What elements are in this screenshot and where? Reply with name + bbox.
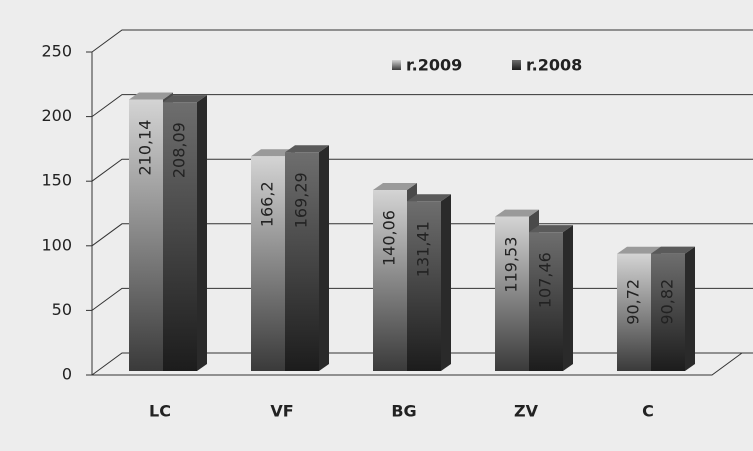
value-label: 131,41 <box>414 221 433 277</box>
bar-top <box>529 225 573 233</box>
x-tick-label: ZV <box>514 402 539 421</box>
bar <box>617 253 651 371</box>
bar-top <box>651 246 695 254</box>
bar <box>285 152 319 371</box>
bar-side <box>441 194 451 371</box>
x-tick-label: C <box>642 402 654 421</box>
bar-top <box>129 92 173 100</box>
grid-line <box>91 29 753 53</box>
value-label: 90,72 <box>624 279 643 325</box>
bar <box>251 156 285 371</box>
bar <box>529 232 563 371</box>
bar <box>373 190 407 371</box>
bar-side <box>685 246 695 371</box>
value-label: 119,53 <box>502 237 521 293</box>
value-label: 90,82 <box>658 279 677 325</box>
grid-line <box>91 223 753 247</box>
bar-top <box>495 209 539 217</box>
bar-side <box>563 225 573 371</box>
floor <box>92 352 743 376</box>
bar <box>129 99 163 372</box>
bar-top <box>373 183 417 191</box>
bar <box>651 253 685 371</box>
value-label: 140,06 <box>380 210 399 266</box>
y-tick-label: 50 <box>52 300 72 319</box>
bar-top <box>617 246 661 254</box>
value-label: 210,14 <box>136 120 155 176</box>
y-tick-label: 150 <box>41 171 72 190</box>
bar <box>495 216 529 371</box>
bar-top <box>163 95 207 103</box>
x-tick-label: LC <box>149 402 171 421</box>
value-label: 107,46 <box>536 252 555 308</box>
y-tick-label: 0 <box>62 365 72 384</box>
legend-label: r.2009 <box>406 56 462 75</box>
value-label: 169,29 <box>292 172 311 228</box>
x-tick-label: VF <box>270 402 293 421</box>
grid-line <box>91 158 753 182</box>
y-tick-label: 250 <box>41 42 72 61</box>
bar <box>163 102 197 372</box>
y-tick-label: 100 <box>41 235 72 254</box>
bar <box>407 201 441 371</box>
bar-side <box>319 145 329 371</box>
grid-line <box>91 94 753 118</box>
y-tick-label: 200 <box>41 106 72 125</box>
bar-top <box>285 145 329 153</box>
bar-top <box>407 194 451 202</box>
value-label: 166,2 <box>258 181 277 227</box>
legend-label: r.2008 <box>526 56 582 75</box>
legend-swatch <box>392 60 401 70</box>
bar-top <box>251 149 295 157</box>
legend-swatch <box>512 60 521 70</box>
x-tick-label: BG <box>391 402 416 421</box>
bar-side <box>197 95 207 372</box>
value-label: 208,09 <box>170 122 189 178</box>
